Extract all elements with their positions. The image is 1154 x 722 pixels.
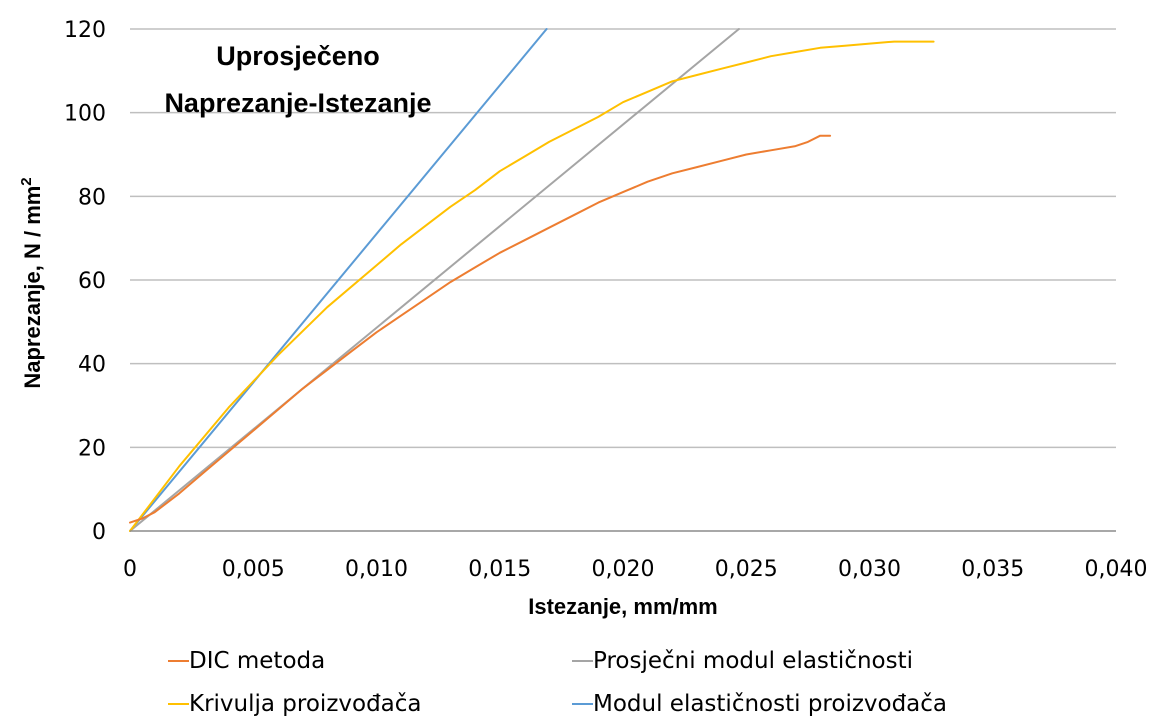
- x-tick-label-0,030: 0,030: [838, 557, 901, 582]
- x-tick-label-0,025: 0,025: [715, 557, 778, 582]
- y-axis-title: Naprezanje, N / mm2: [18, 177, 45, 388]
- chart-title-line-2: Naprezanje-Istezanje: [164, 88, 431, 118]
- y-tick-label-60: 60: [78, 269, 106, 294]
- legend: DIC metoda Prosječni modul elastičnosti Kr…: [168, 648, 947, 717]
- x-tick-label-0,035: 0,035: [961, 557, 1024, 582]
- y-tick-labels: 0 20 40 60 80 100 120: [64, 18, 106, 545]
- x-tick-label-0,015: 0,015: [468, 557, 531, 582]
- series-line-krivulja-proizvo-a-a: [129, 40, 935, 532]
- x-tick-labels: 0 0,005 0,010 0,015 0,020 0,025 0,030 0,035 0,04…: [123, 557, 1147, 582]
- series-line-modul-elasti-nosti-proizvo-a-a: [129, 28, 548, 532]
- series-line-prosje-ni-modul-elasti-nosti: [129, 28, 740, 532]
- legend-label-modul-elasti-nosti-proizvo-a-a: Modul elastičnosti proizvođača: [593, 691, 947, 717]
- y-tick-label-40: 40: [78, 353, 106, 378]
- gridlines: [130, 28, 1116, 449]
- x-tick-label-0,040: 0,040: [1085, 557, 1148, 582]
- series-lines: [129, 28, 935, 532]
- y-axis-title-superscript: 2: [18, 177, 35, 185]
- y-tick-label-20: 20: [78, 436, 106, 461]
- y-tick-label-80: 80: [78, 185, 106, 210]
- x-tick-label-0,010: 0,010: [345, 557, 408, 582]
- legend-label-dic-metoda: DIC metoda: [189, 648, 325, 674]
- y-axis-title-group: Naprezanje, N / mm2: [18, 177, 45, 388]
- chart-title-line-1: Uprosječeno: [216, 41, 380, 71]
- x-axis-title: Istezanje, mm/mm: [528, 594, 718, 619]
- y-tick-label-0: 0: [92, 520, 106, 545]
- legend-label-krivulja-proizvo-a-a: Krivulja proizvođača: [189, 691, 422, 717]
- y-tick-label-100: 100: [64, 102, 106, 127]
- x-tick-label-0,020: 0,020: [592, 557, 655, 582]
- x-tick-label-0: 0: [123, 557, 137, 582]
- series-line-dic-metoda: [129, 134, 832, 524]
- legend-label-prosje-ni-modul-elasti-nosti: Prosječni modul elastičnosti: [593, 648, 913, 674]
- y-tick-label-120: 120: [64, 18, 106, 43]
- x-tick-label-0,005: 0,005: [222, 557, 285, 582]
- y-axis-title-text: Naprezanje, N / mm: [20, 186, 45, 389]
